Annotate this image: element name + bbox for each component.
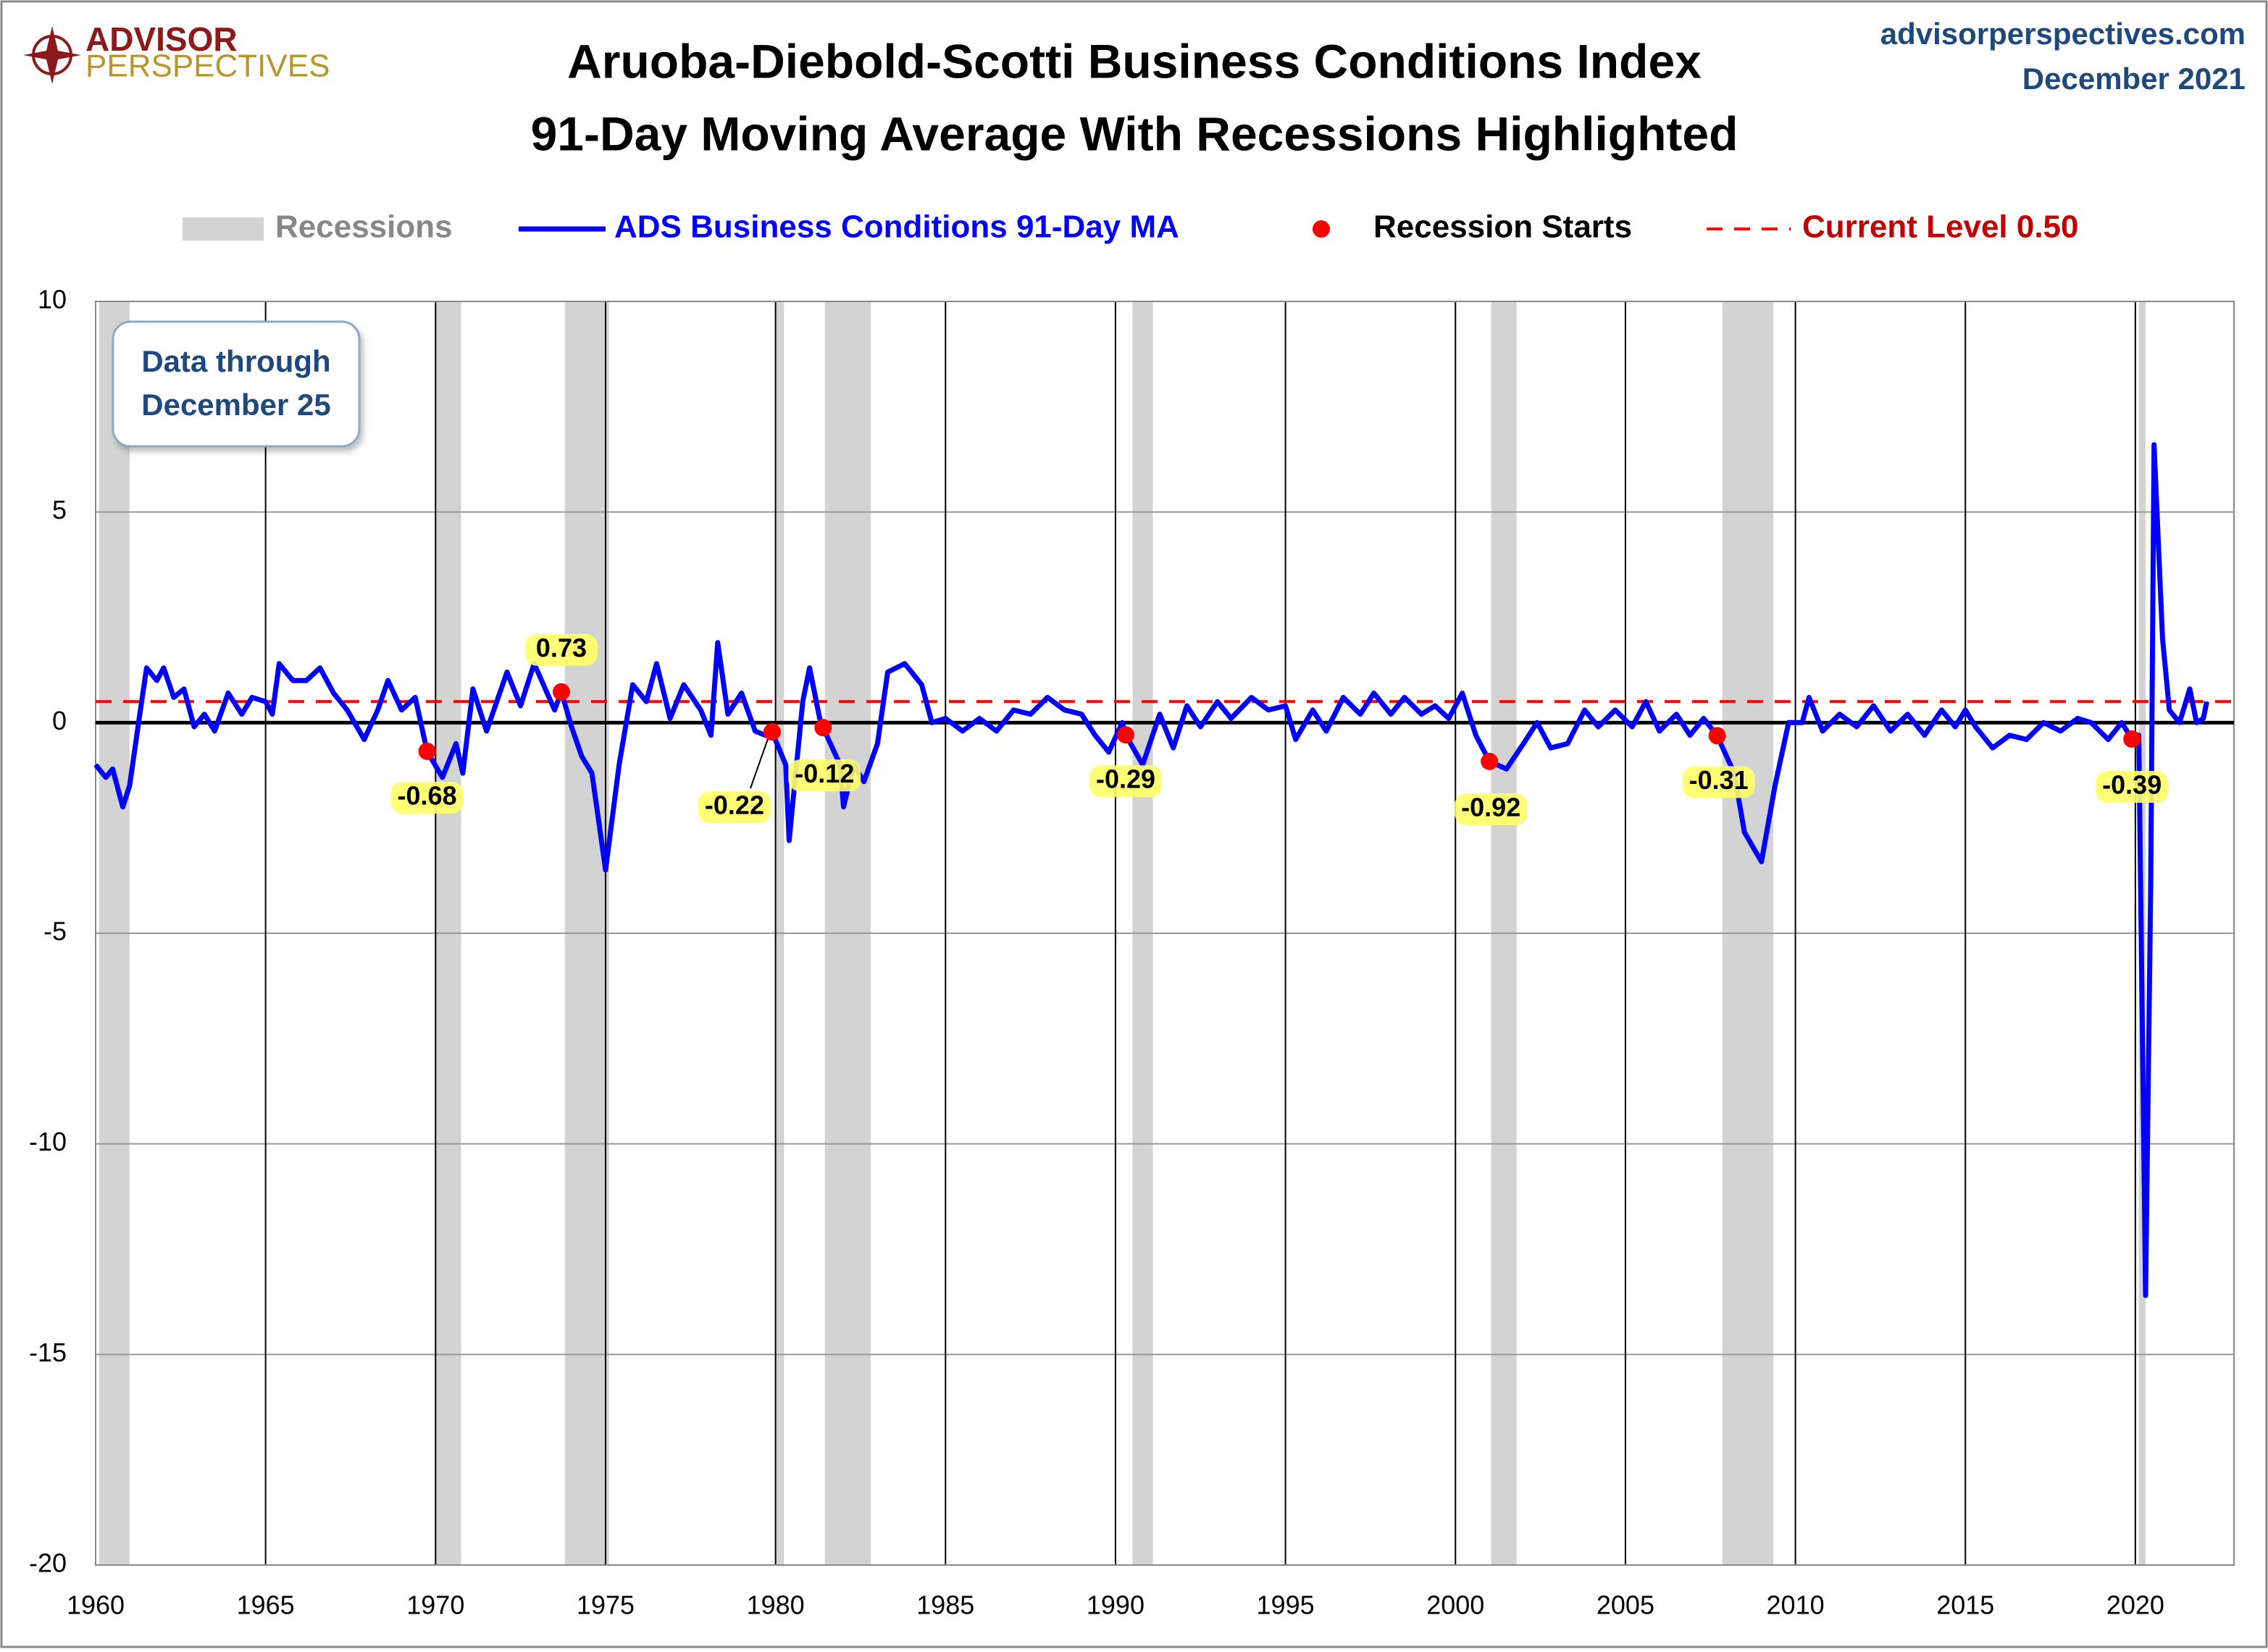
- x-tick-label: 1970: [406, 1590, 464, 1620]
- y-tick-label: 5: [52, 495, 67, 525]
- x-tick-label: 1975: [577, 1590, 635, 1620]
- x-tick-label: 1995: [1257, 1590, 1315, 1620]
- data-line: [93, 442, 2209, 1298]
- x-tick-label: 2010: [1767, 1590, 1825, 1620]
- recession-start-marker: [814, 719, 832, 737]
- data-label: -0.22: [705, 790, 764, 820]
- x-tick-label: 1985: [916, 1590, 974, 1620]
- legend-swatch: [1313, 220, 1330, 238]
- data-label: -0.68: [398, 780, 457, 810]
- x-tick-label: 2020: [2106, 1590, 2164, 1620]
- x-tick-label: 2000: [1426, 1590, 1484, 1620]
- logo-bottom: PERSPECTIVES: [85, 49, 330, 84]
- data-label: 0.73: [536, 633, 587, 662]
- y-tick-label: 0: [52, 706, 67, 735]
- x-tick-label: 1965: [237, 1590, 295, 1620]
- data-label: -0.29: [1096, 764, 1155, 794]
- label-highlight: [1682, 766, 1755, 798]
- legend-label: Recessions: [275, 209, 453, 245]
- data-label: -0.92: [1461, 792, 1520, 822]
- leader-line: [749, 738, 769, 789]
- legend-swatch: [183, 217, 264, 241]
- chart-title: Aruoba-Diebold-Scotti Business Condition…: [567, 34, 1702, 88]
- label-highlight: [1089, 765, 1163, 798]
- legend-label: ADS Business Conditions 91-Day MA: [614, 209, 1179, 245]
- x-tick-label: 2005: [1597, 1590, 1654, 1620]
- date: December 2021: [2022, 62, 2246, 96]
- recession-start-marker: [552, 683, 570, 701]
- chart-subtitle: 91-Day Moving Average With Recessions Hi…: [531, 107, 1738, 160]
- annotation-box: [112, 320, 361, 448]
- logo-top: ADVISOR: [85, 20, 238, 58]
- legend-label: Current Level 0.50: [1802, 209, 2079, 245]
- logo-star: [23, 26, 81, 84]
- plot-border: [95, 301, 2235, 1566]
- recession-start-marker: [1708, 727, 1726, 745]
- data-label: -0.39: [2102, 770, 2162, 800]
- label-highlight: [698, 791, 771, 824]
- recession-start-marker: [763, 723, 781, 741]
- y-tick-label: -10: [29, 1127, 67, 1156]
- y-tick-label: -20: [29, 1548, 67, 1578]
- data-label: -0.12: [795, 759, 854, 788]
- y-tick-label: -5: [43, 917, 67, 946]
- x-tick-label: 1960: [67, 1590, 125, 1620]
- recession-start-marker: [2123, 730, 2141, 748]
- label-highlight: [524, 633, 598, 666]
- y-tick-label: -15: [29, 1338, 67, 1367]
- label-highlight: [788, 759, 861, 792]
- source: advisorperspectives.com: [1880, 17, 2246, 51]
- x-tick-label: 1980: [747, 1590, 805, 1620]
- data-label: -0.31: [1689, 765, 1749, 795]
- label-highlight: [2096, 771, 2169, 804]
- x-tick-label: 2015: [1936, 1590, 1994, 1620]
- label-highlight: [390, 781, 464, 814]
- logo: ADVISOR PERSPECTIVES: [23, 20, 330, 84]
- annotation-text: December 25: [141, 388, 331, 422]
- recession-start-marker: [1117, 726, 1135, 744]
- label-highlight: [1455, 793, 1528, 825]
- recession-start-marker: [418, 742, 436, 760]
- legend-label: Recession Starts: [1373, 209, 1632, 245]
- y-tick-label: 10: [38, 285, 67, 314]
- x-tick-label: 1990: [1087, 1590, 1145, 1620]
- recession-start-marker: [1481, 752, 1499, 770]
- annotation-text: Data through: [141, 344, 330, 378]
